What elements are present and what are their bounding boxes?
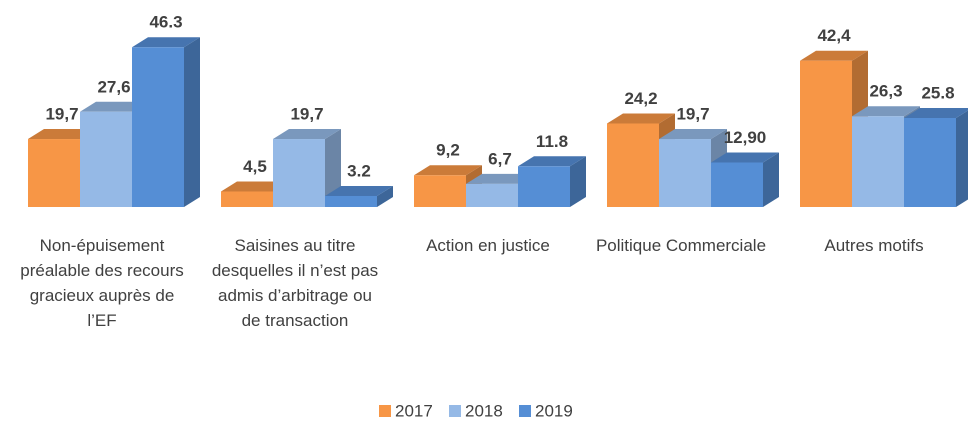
- value-label: 3.2: [347, 161, 371, 180]
- bar-top: [800, 50, 868, 61]
- value-label: 11.8: [536, 132, 568, 151]
- bar: [607, 123, 659, 207]
- bar-top: [80, 101, 148, 112]
- bar: [659, 139, 711, 207]
- bar-side: [570, 156, 586, 207]
- bar-top: [607, 113, 675, 124]
- bar: [132, 47, 184, 207]
- bar-top: [28, 129, 96, 140]
- value-label: 4,5: [243, 157, 267, 176]
- value-label: 12,90: [724, 128, 767, 147]
- bar: [80, 111, 132, 207]
- bar: [325, 195, 377, 207]
- legend-swatch: [379, 405, 391, 417]
- x-tick-label: Non-épuisement préalable des recours gra…: [20, 236, 184, 330]
- bar: [28, 139, 80, 207]
- x-tick-label: Action en justice: [426, 236, 550, 255]
- bar-side: [377, 185, 393, 207]
- bar: [466, 183, 518, 207]
- bar-top: [659, 129, 727, 140]
- x-tick-label: Autres motifs: [824, 236, 924, 255]
- bar-top: [414, 165, 482, 176]
- bar: [273, 139, 325, 207]
- bar-top: [852, 106, 920, 117]
- value-label: 19,7: [676, 105, 709, 124]
- bar-top: [711, 152, 779, 163]
- bar-side: [956, 110, 968, 207]
- value-label: 26,3: [869, 82, 902, 101]
- bar-side: [763, 152, 779, 207]
- value-label: 24,2: [624, 89, 657, 108]
- bar: [414, 175, 466, 207]
- bar-top: [904, 107, 968, 118]
- value-label: 9,2: [436, 141, 460, 160]
- bar: [852, 116, 904, 207]
- bar: [904, 117, 956, 207]
- legend-swatch: [449, 405, 461, 417]
- bar: [518, 166, 570, 207]
- value-label: 42,4: [817, 26, 851, 45]
- value-label: 25.8: [921, 83, 954, 102]
- legend-swatch: [519, 405, 531, 417]
- value-label: 19,7: [290, 105, 323, 124]
- bar-top: [273, 129, 341, 140]
- x-tick-label: Politique Commerciale: [595, 236, 767, 255]
- value-label: 27,6: [97, 77, 130, 96]
- bar-top: [518, 156, 586, 167]
- bar: [711, 162, 763, 207]
- legend-label: 2019: [535, 401, 573, 420]
- value-label: 6,7: [488, 149, 512, 168]
- bar: [221, 191, 273, 207]
- bar-top: [466, 173, 534, 184]
- bar-top: [221, 181, 289, 192]
- bar-top: [325, 185, 393, 196]
- legend-label: 2017: [395, 401, 433, 420]
- bar-side: [325, 129, 341, 207]
- value-label: 46.3: [149, 13, 182, 32]
- legend-label: 2018: [465, 401, 503, 420]
- bar: [800, 60, 852, 207]
- x-tick-label: Saisines au titre desquelles il n’est pa…: [211, 236, 379, 330]
- bar-top: [132, 37, 200, 48]
- value-label: 19,7: [45, 105, 78, 124]
- bar-side: [184, 37, 200, 207]
